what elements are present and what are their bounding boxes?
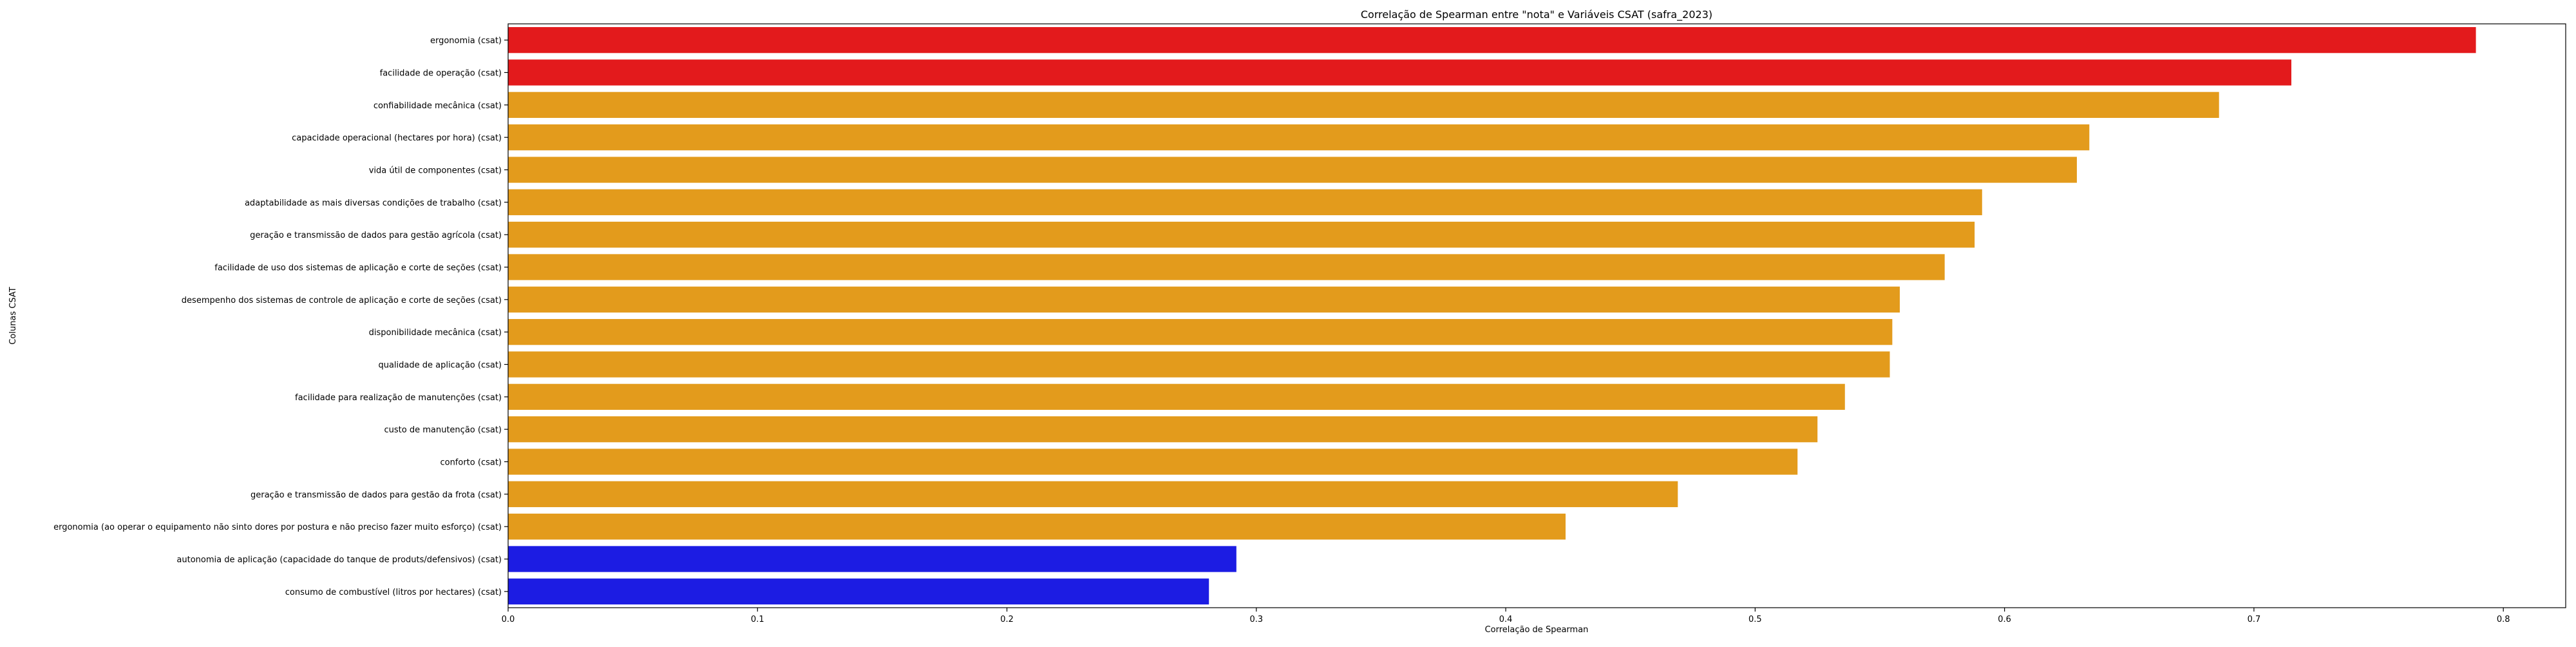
x-axis-title: Correlação de Spearman [1485, 625, 1589, 635]
bar [508, 286, 1900, 313]
bar [508, 222, 1975, 248]
x-tick-label: 0.0 [502, 615, 515, 624]
bar [508, 383, 1845, 410]
bar [508, 481, 1678, 507]
bar [508, 578, 1209, 604]
y-tick-label: capacidade operacional (hectares por hor… [292, 133, 502, 143]
chart-title: Correlação de Spearman entre "nota" e Va… [1361, 8, 1712, 21]
bar [508, 59, 2291, 86]
y-tick-label: adaptabilidade as mais diversas condiçõe… [245, 198, 502, 208]
y-tick-label: facilidade de operação (csat) [380, 69, 502, 79]
x-tick-label: 0.4 [1499, 615, 1513, 624]
y-tick-label: vida útil de componentes (csat) [369, 166, 502, 176]
y-tick-label: ergonomia (ao operar o equipamento não s… [53, 523, 502, 532]
y-tick-label: conforto (csat) [440, 458, 502, 468]
bar [508, 351, 1890, 378]
bar [508, 27, 2476, 53]
bar [508, 189, 1982, 215]
bar [508, 92, 2219, 118]
x-tick-label: 0.5 [1748, 615, 1762, 624]
y-tick-label: autonomia de aplicação (capacidade do ta… [176, 555, 502, 565]
bar [508, 157, 2077, 183]
bar [508, 319, 1893, 345]
y-tick-label: disponibilidade mecânica (csat) [369, 328, 502, 338]
x-tick-label: 0.8 [2497, 615, 2510, 624]
y-tick-label: facilidade para realização de manutençõe… [295, 393, 502, 403]
bar [508, 124, 2090, 151]
y-axis-title: Colunas CSAT [8, 287, 18, 344]
bar [508, 546, 1236, 572]
y-tick-label: geração e transmissão de dados para gest… [251, 490, 502, 500]
bar [508, 416, 1818, 443]
y-tick-label: ergonomia (csat) [430, 36, 502, 46]
bar [508, 449, 1798, 475]
x-tick-label: 0.1 [751, 615, 764, 624]
x-tick-label: 0.7 [2248, 615, 2261, 624]
bar [508, 254, 1945, 280]
x-tick-label: 0.3 [1249, 615, 1263, 624]
y-tick-label: confiabilidade mecânica (csat) [374, 101, 502, 111]
x-tick-label: 0.2 [1000, 615, 1014, 624]
y-tick-label: facilidade de uso dos sistemas de aplica… [214, 264, 502, 273]
y-axis-title-group: Colunas CSAT [8, 287, 18, 344]
y-tick-label: qualidade de aplicação (csat) [378, 361, 502, 371]
x-tick-label: 0.6 [1998, 615, 2011, 624]
y-tick-label: consumo de combustível (litros por hecta… [285, 588, 502, 597]
plot-area: ergonomia (csat) facilidade de operação (… [53, 23, 2566, 624]
bar [508, 514, 1566, 540]
y-tick-label: desempenho dos sistemas de controle de a… [182, 296, 502, 305]
plot-frame [507, 23, 2566, 608]
y-tick-label: geração e transmissão de dados para gest… [250, 231, 502, 240]
y-tick-label: custo de manutenção (csat) [384, 425, 502, 435]
